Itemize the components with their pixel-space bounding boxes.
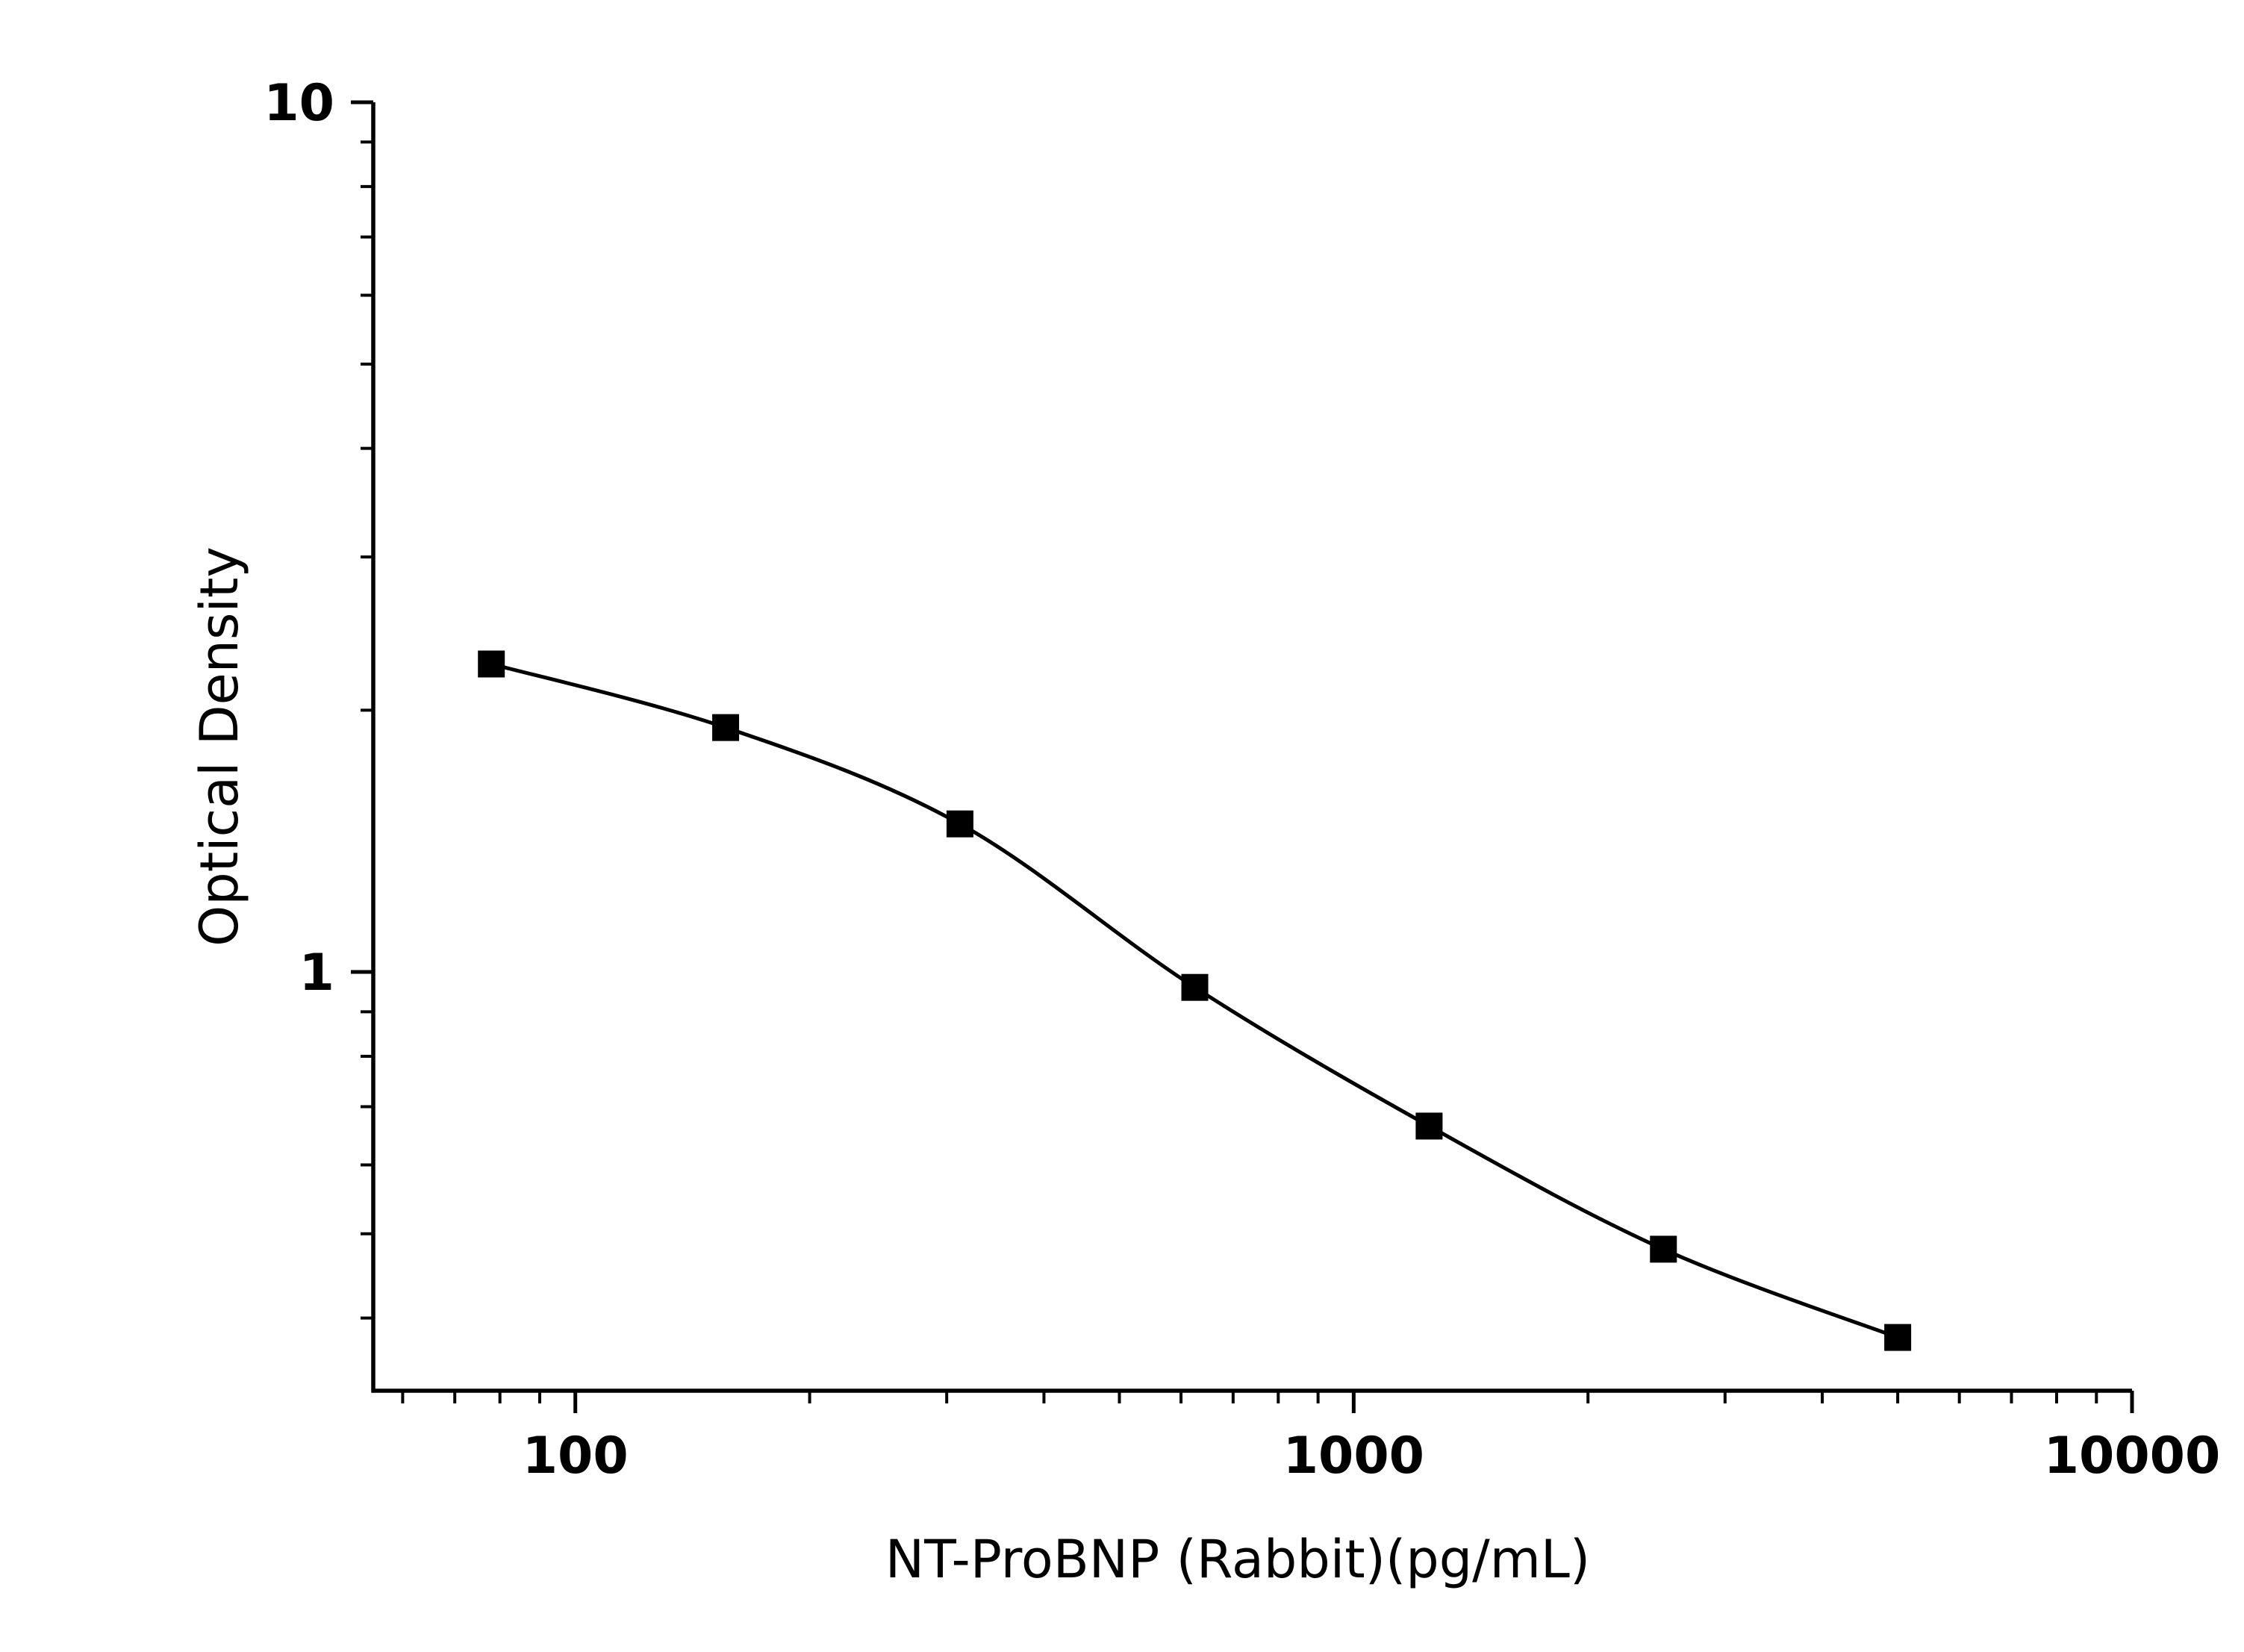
axis-ticks <box>351 100 2134 1413</box>
y-tick-label: 10 <box>264 74 334 133</box>
y-axis-title: Optical Density <box>189 546 250 947</box>
x-axis-title: NT-ProBNP (Rabbit)(pg/mL) <box>885 1529 1591 1590</box>
x-tick-label: 10000 <box>2044 1427 2221 1486</box>
data-point-marker <box>946 810 973 838</box>
x-tick-label: 100 <box>523 1427 629 1486</box>
data-point-marker <box>1650 1235 1677 1263</box>
y-tick-label: 1 <box>299 944 334 1003</box>
data-point-marker <box>478 650 505 678</box>
data-point-marker <box>1884 1324 1912 1351</box>
axes <box>371 102 2132 1393</box>
data-point-marker <box>1181 973 1209 1001</box>
data-points <box>478 650 1912 1351</box>
x-tick-label: 1000 <box>1283 1427 1424 1486</box>
data-point-marker <box>1415 1112 1443 1140</box>
data-point-marker <box>712 714 740 741</box>
tick-labels: 100 1000 10000 1 10 <box>264 74 2220 1486</box>
